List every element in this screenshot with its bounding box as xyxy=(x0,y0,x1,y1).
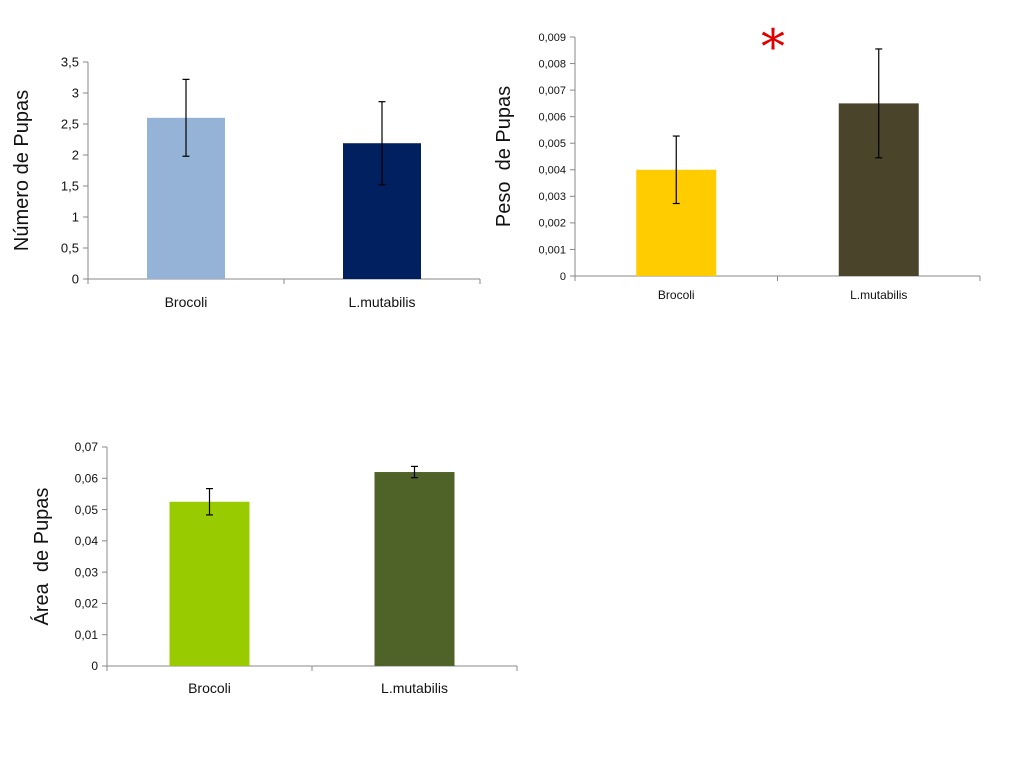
y-tick-label: 1,5 xyxy=(61,179,79,194)
significance-asterisk: * xyxy=(761,19,785,75)
chart-peso-pupas: 0 0,001 0,002 0,003 0,004 0,005 0,006 0,007 0,00… xyxy=(488,20,998,320)
y-tick-label: 0,006 xyxy=(538,112,566,124)
category-label-1: L.mutabilis xyxy=(850,288,907,302)
y-tick-label: 2,5 xyxy=(61,117,79,132)
y-tick-label: 0,06 xyxy=(75,471,99,485)
chart-svg: 0 0,5 1 1,5 2 2,5 3 3,5 Brocoli L.mutabilis Número… xyxy=(11,55,481,310)
y-tick-label: 0,5 xyxy=(61,241,79,256)
y-tick-label: 3 xyxy=(72,86,79,101)
y-tick-label: 0,002 xyxy=(538,218,566,230)
y-tick-label: 0,01 xyxy=(75,628,99,642)
chart-svg: 0 0,01 0,02 0,03 0,04 0,05 0,06 0,07 Brocoli L.mu… xyxy=(30,440,518,696)
y-tick-label: 0,007 xyxy=(538,85,566,97)
y-tick-label: 0,04 xyxy=(75,534,99,548)
y-tick-label: 0,02 xyxy=(75,597,99,611)
y-tick-label: 0,003 xyxy=(538,191,566,203)
y-tick-label: 0 xyxy=(91,659,98,673)
chart-numero-pupas: 0 0,5 1 1,5 2 2,5 3 3,5 Brocoli L.mutabilis Número… xyxy=(0,30,500,330)
y-tick-label: 0,001 xyxy=(538,244,566,256)
y-tick-label: 0,004 xyxy=(538,165,566,177)
category-label-0: Brocoli xyxy=(658,288,695,302)
y-tick-label: 1 xyxy=(72,210,79,225)
y-axis-title: Número de Pupas xyxy=(11,90,33,251)
category-label-1: L.mutabilis xyxy=(381,680,448,696)
y-axis-title: Área de Pupas xyxy=(30,488,53,626)
y-tick-label: 0,005 xyxy=(538,138,566,150)
chart-area-pupas: 0 0,01 0,02 0,03 0,04 0,05 0,06 0,07 Brocoli L.mu… xyxy=(20,432,540,712)
y-tick-label: 2 xyxy=(72,148,79,163)
y-tick-label: 0,009 xyxy=(538,32,566,44)
y-tick-label: 0,07 xyxy=(75,440,99,454)
y-tick-label: 0,008 xyxy=(538,58,566,70)
y-tick-label: 3,5 xyxy=(61,55,79,70)
bar-1 xyxy=(374,472,455,666)
y-axis-title: Peso de Pupas xyxy=(493,86,515,227)
bar-0 xyxy=(169,501,250,666)
category-label-1: L.mutabilis xyxy=(349,294,416,310)
y-tick-label: 0 xyxy=(72,272,79,287)
category-label-0: Brocoli xyxy=(165,294,208,310)
y-tick-label: 0,05 xyxy=(75,503,99,517)
category-label-0: Brocoli xyxy=(188,680,231,696)
chart-svg: 0 0,001 0,002 0,003 0,004 0,005 0,006 0,007 0,00… xyxy=(493,32,981,302)
y-tick-label: 0,03 xyxy=(75,565,99,579)
y-tick-label: 0 xyxy=(560,271,566,283)
